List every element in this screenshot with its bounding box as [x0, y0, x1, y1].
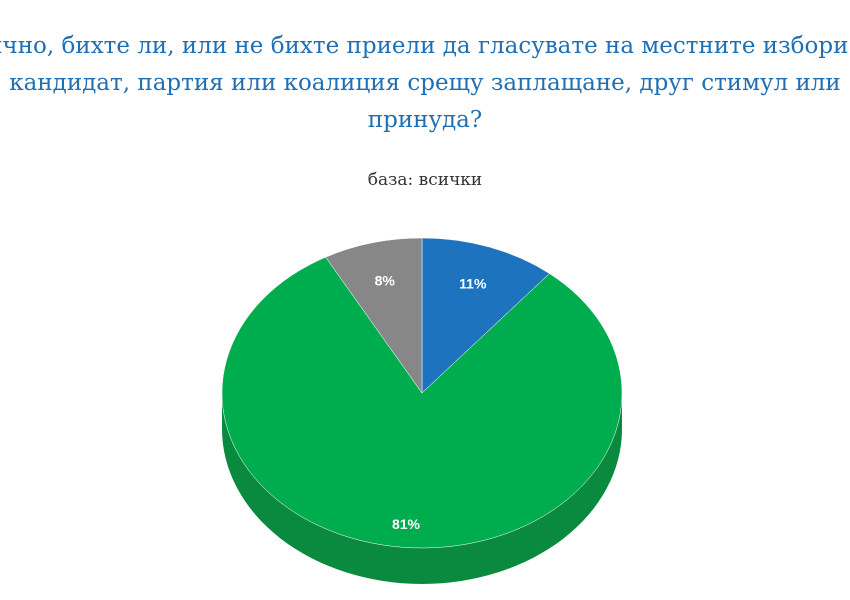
pie-side [222, 393, 622, 584]
pie-slice-0[interactable] [421, 237, 550, 394]
chart-subtitle: база: всички [367, 170, 483, 190]
chart-title-line-1: Лично, бихте ли, или не бихте приели да … [0, 33, 850, 59]
chart-title-line-3: принуда? [367, 107, 483, 133]
pie-slice-label-0: 11% [459, 276, 487, 292]
pie-labels: 11% 81% 8% [375, 272, 487, 532]
pie-slice-label-1: 81% [392, 516, 421, 532]
pie-slice-side-1 [222, 393, 622, 584]
chart-title: Лично, бихте ли, или не бихте приели да … [0, 28, 850, 139]
pie-slice-label-2: 8% [375, 272, 396, 288]
chart-title-line-2: кандидат, партия или коалиция срещу запл… [9, 70, 841, 96]
pie-slice-1[interactable] [221, 256, 623, 549]
pie-top [221, 237, 623, 549]
pie-slice-2[interactable] [325, 237, 423, 394]
